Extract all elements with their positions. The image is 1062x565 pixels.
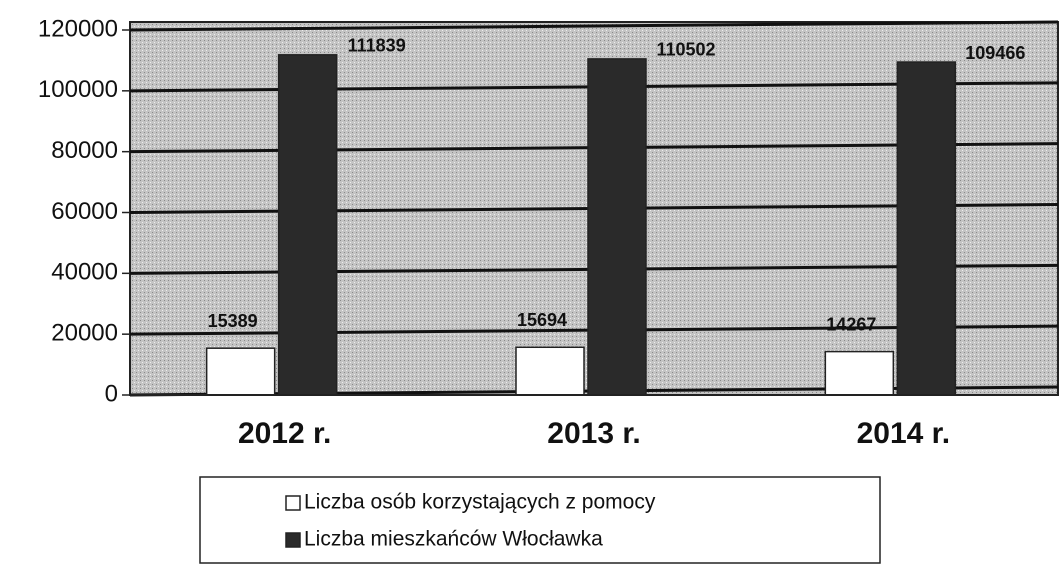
y-tick-label: 20000 [51, 320, 118, 347]
value-label: 111839 [348, 36, 406, 56]
x-tick-label: 2014 r. [857, 417, 950, 450]
bar [277, 54, 338, 396]
bar [587, 58, 647, 396]
x-tick-label: 2012 r. [238, 417, 331, 450]
grid-line [129, 20, 1059, 32]
value-label: 15389 [208, 311, 258, 331]
y-tick-label: 120000 [38, 15, 118, 42]
value-label: 14267 [826, 314, 876, 334]
value-label: 15694 [517, 310, 567, 330]
value-label: 109466 [965, 43, 1025, 63]
legend-swatch [285, 495, 301, 511]
value-label: 110502 [656, 40, 715, 60]
bar [824, 350, 895, 396]
bar [515, 346, 585, 396]
bar [896, 61, 957, 396]
legend-box [199, 476, 881, 564]
legend-swatch [285, 532, 301, 548]
legend-label: Liczba osób korzystających z pomocy [304, 491, 656, 514]
bar [205, 347, 276, 396]
y-tick-label: 100000 [38, 76, 118, 103]
legend-label: Liczba mieszkańców Włocławka [304, 528, 603, 551]
y-tick-label: 80000 [51, 137, 118, 164]
x-tick-label: 2013 r. [547, 417, 640, 450]
y-tick-label: 40000 [51, 259, 118, 286]
y-tick-label: 60000 [51, 198, 118, 225]
y-tick-label: 0 [105, 380, 118, 407]
